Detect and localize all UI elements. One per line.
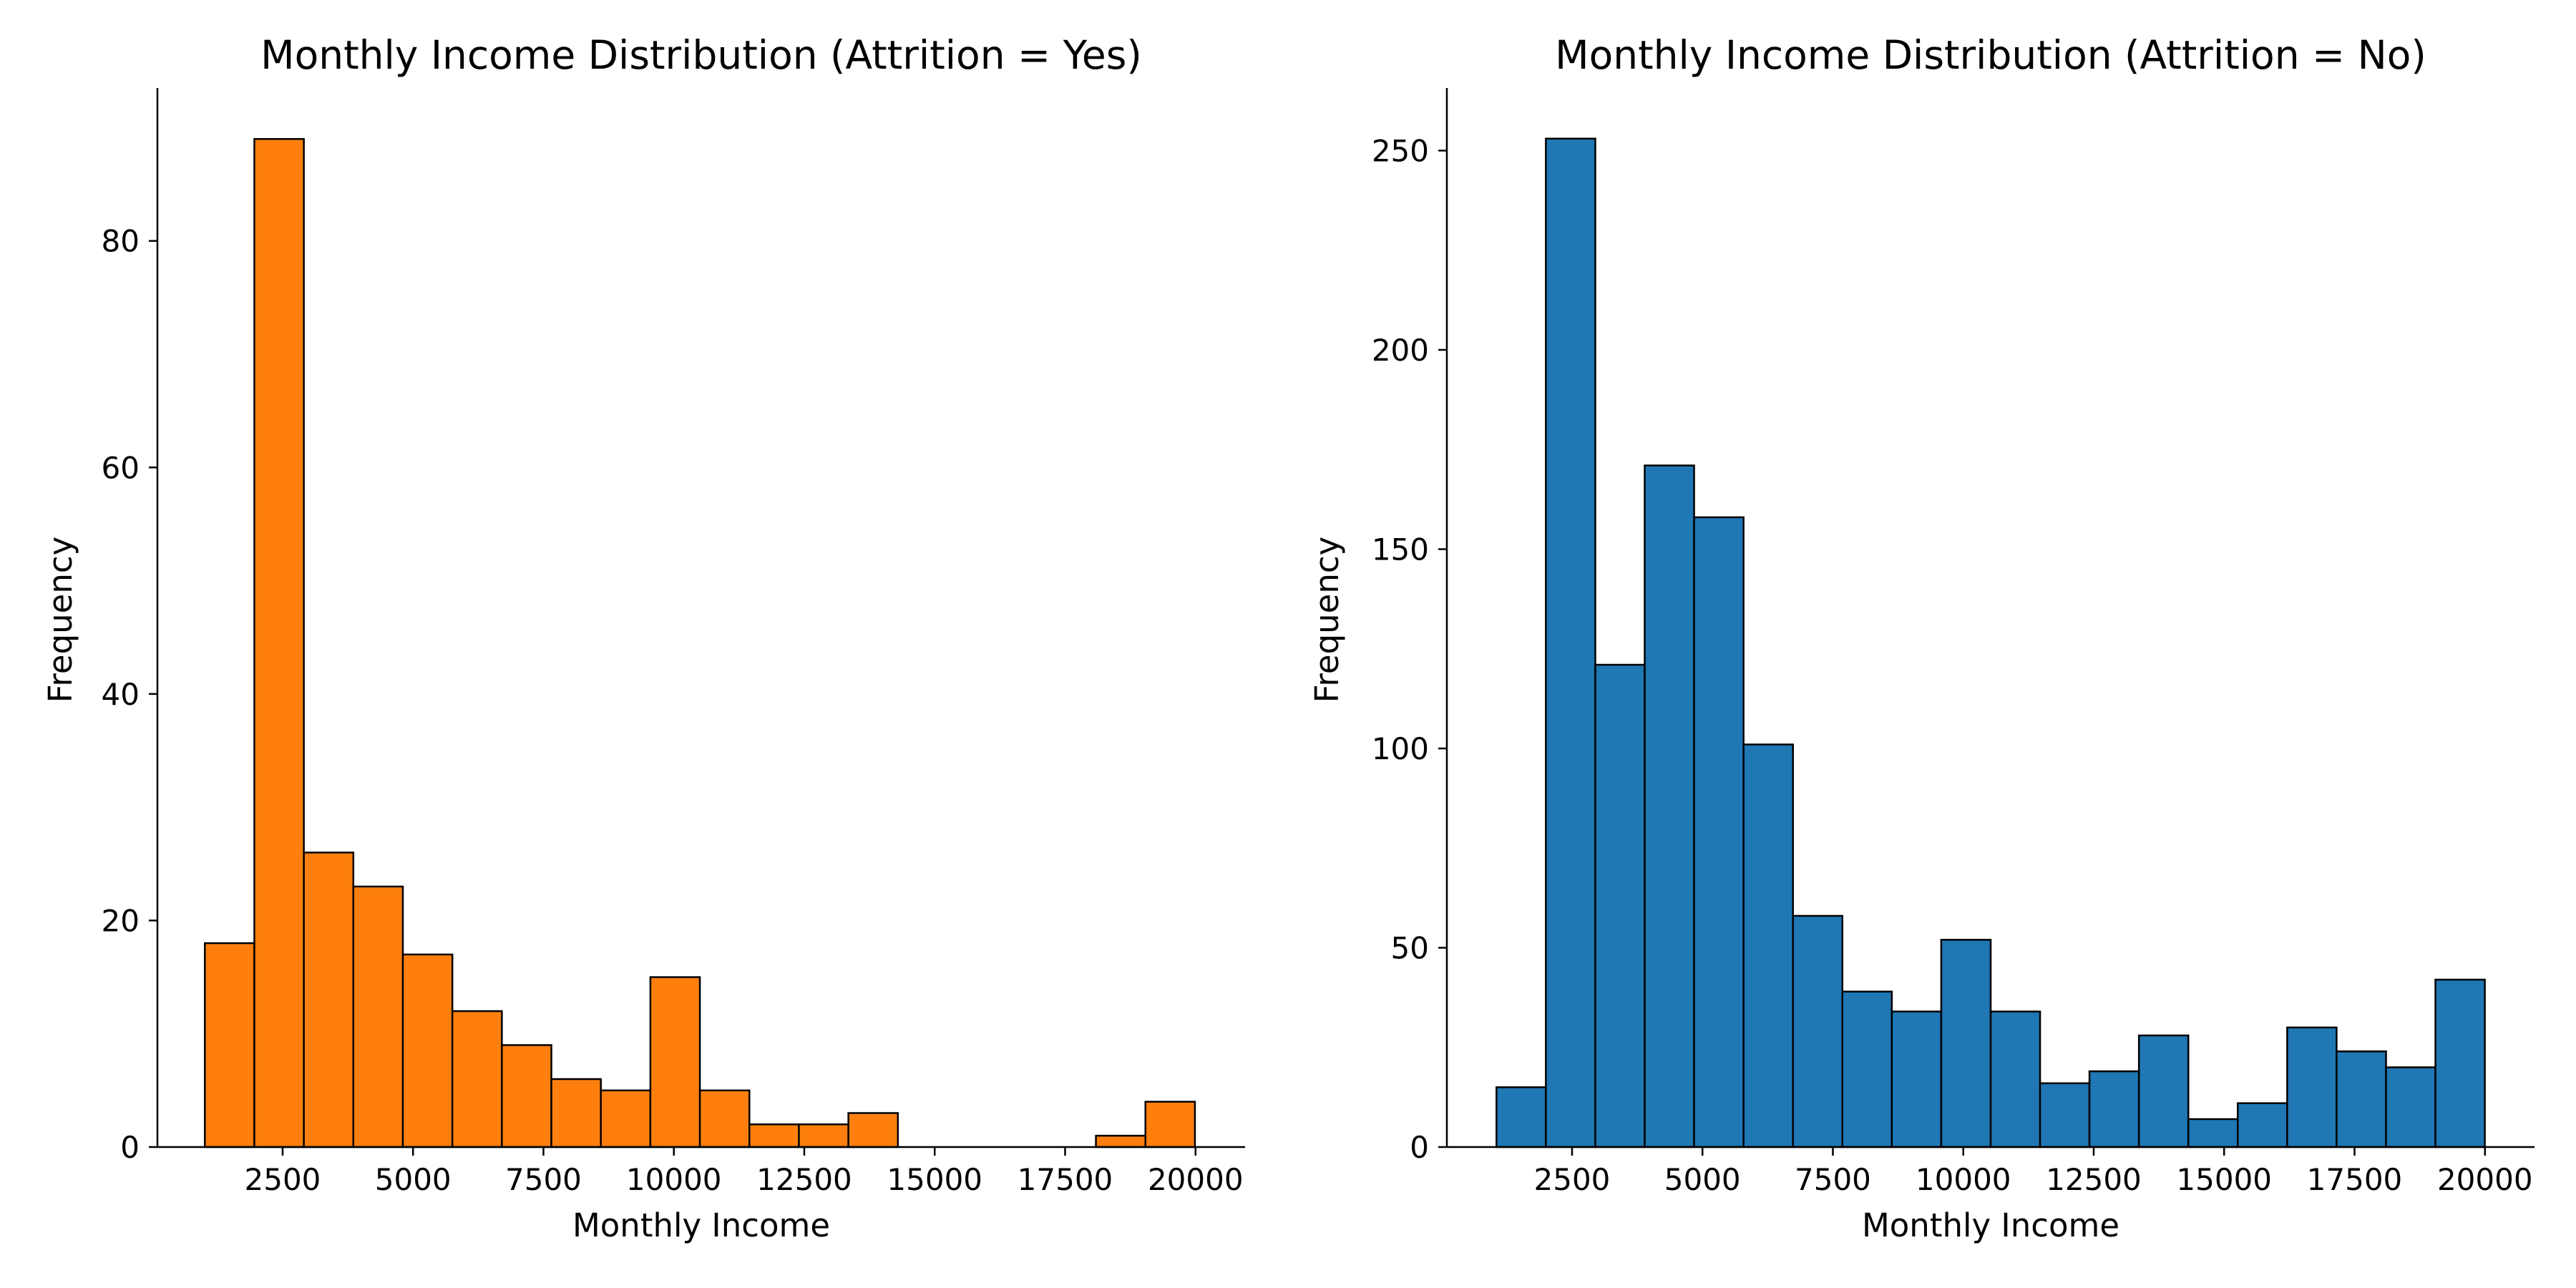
y-tick-label: 80	[102, 224, 140, 259]
histogram-bar	[352, 885, 404, 1148]
y-axis-ticks: 0 50 100 150 200 250	[1372, 133, 1447, 1165]
histogram-bar	[1644, 464, 1695, 1148]
y-tick-label: 100	[1372, 731, 1429, 766]
y-axis-label: Frequency	[1308, 537, 1346, 703]
income-histogram-attrition-yes: Monthly Income Distribution (Attrition =…	[42, 32, 1245, 1244]
x-tick-label: 7500	[1795, 1162, 1871, 1197]
histogram-bar	[1940, 939, 1992, 1148]
histogram-bar	[600, 1089, 652, 1148]
histogram-bar	[2088, 1070, 2140, 1148]
income-histogram-attrition-no: Monthly Income Distribution (Attrition =…	[1308, 32, 2534, 1244]
x-axis-label: Monthly Income	[572, 1206, 830, 1244]
histogram-bar	[2286, 1026, 2338, 1148]
y-tick-label: 0	[1410, 1130, 1429, 1165]
histogram-bar	[1693, 516, 1745, 1148]
chart-title: Monthly Income Distribution (Attrition =…	[1555, 32, 2426, 78]
x-tick-label: 7500	[505, 1162, 582, 1197]
x-tick-label: 2500	[1534, 1162, 1611, 1197]
x-tick-label: 12500	[2046, 1162, 2142, 1197]
histogram-bar	[2187, 1118, 2239, 1148]
histogram-bars	[1496, 137, 2486, 1148]
histogram-bar	[401, 953, 454, 1148]
y-tick-label: 250	[1372, 133, 1429, 168]
x-tick-label: 15000	[2176, 1162, 2272, 1197]
x-axis-ticks: 2500 5000 7500 10000 12500 15000 17500 20000	[245, 1147, 1244, 1197]
histogram-bar	[1144, 1101, 1196, 1148]
x-tick-label: 5000	[375, 1162, 452, 1197]
histogram-bars	[204, 137, 1196, 1148]
histogram-bar	[1989, 1010, 2041, 1148]
y-axis-label: Frequency	[42, 537, 79, 703]
histogram-bar	[1496, 1086, 1547, 1148]
x-tick-label: 2500	[245, 1162, 321, 1197]
histogram-bar	[1095, 1134, 1147, 1148]
histogram-bar	[2434, 978, 2486, 1148]
histogram-bar	[847, 1112, 899, 1148]
histogram-bar	[1890, 1010, 1943, 1148]
histogram-bar	[501, 1044, 552, 1148]
histogram-bar	[1742, 743, 1794, 1148]
y-tick-label: 0	[120, 1130, 140, 1165]
histogram-bar	[798, 1123, 849, 1148]
x-tick-label: 20000	[2437, 1162, 2533, 1197]
y-tick-label: 20	[102, 903, 140, 938]
histogram-bar	[2039, 1082, 2091, 1148]
histogram-bar	[2336, 1050, 2387, 1148]
histogram-bar	[748, 1123, 800, 1148]
histogram-bar	[2137, 1034, 2190, 1148]
histogram-bar	[2237, 1102, 2288, 1148]
x-tick-label: 20000	[1148, 1162, 1244, 1197]
x-tick-label: 10000	[626, 1162, 722, 1197]
histogram-bar	[204, 942, 255, 1148]
histogram-bar	[451, 1010, 503, 1148]
y-tick-label: 40	[102, 677, 140, 712]
x-tick-label: 5000	[1664, 1162, 1741, 1197]
x-axis-label: Monthly Income	[1862, 1206, 2119, 1244]
histogram-bar	[550, 1078, 602, 1148]
y-axis-ticks: 0 20 40 60 80	[102, 224, 157, 1165]
chart-title: Monthly Income Distribution (Attrition =…	[260, 32, 1142, 78]
histogram-bar	[1841, 990, 1893, 1148]
x-axis-ticks: 2500 5000 7500 10000 12500 15000 17500 20000	[1534, 1147, 2533, 1197]
x-tick-label: 12500	[756, 1162, 852, 1197]
histogram-bar	[2385, 1066, 2436, 1148]
x-tick-label: 17500	[1018, 1162, 1113, 1197]
histogram-bar	[303, 852, 355, 1148]
x-tick-label: 10000	[1916, 1162, 2011, 1197]
y-tick-label: 150	[1372, 532, 1429, 567]
histogram-bar	[698, 1089, 751, 1148]
y-tick-label: 50	[1391, 930, 1429, 965]
y-tick-label: 200	[1372, 333, 1429, 368]
x-tick-label: 17500	[2307, 1162, 2403, 1197]
x-tick-label: 15000	[887, 1162, 982, 1197]
histogram-bar	[1792, 914, 1843, 1148]
histogram-bar	[649, 976, 701, 1148]
histogram-bar	[253, 137, 305, 1148]
histogram-bar	[1545, 137, 1596, 1148]
histogram-bar	[1594, 663, 1646, 1148]
y-tick-label: 60	[102, 450, 140, 485]
